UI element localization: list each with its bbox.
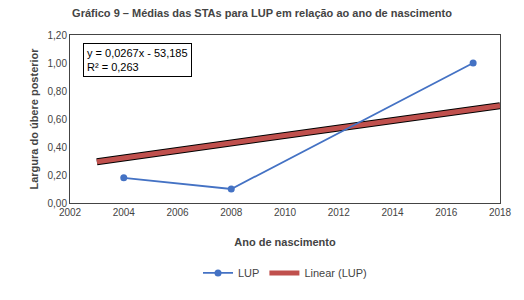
svg-text:0,00: 0,00 [48,198,68,209]
svg-text:2016: 2016 [435,207,458,218]
svg-text:2004: 2004 [113,207,136,218]
svg-text:2002: 2002 [59,207,82,218]
svg-text:2008: 2008 [220,207,243,218]
svg-text:0,80: 0,80 [48,86,68,97]
svg-text:2014: 2014 [381,207,404,218]
svg-text:2010: 2010 [274,207,297,218]
svg-text:1,00: 1,00 [48,58,68,69]
svg-text:LUP: LUP [238,267,259,279]
svg-text:Largura do úbere posterior: Largura do úbere posterior [28,48,40,190]
svg-text:Gráfico 9 – Médias das STAs pa: Gráfico 9 – Médias das STAs para LUP em … [72,7,452,19]
svg-text:2006: 2006 [166,207,189,218]
svg-text:0,20: 0,20 [48,170,68,181]
svg-text:0,40: 0,40 [48,142,68,153]
svg-text:2012: 2012 [328,207,351,218]
svg-text:y = 0,0267x - 53,185R² = 0,263: y = 0,0267x - 53,185R² = 0,263 [87,47,188,73]
svg-text:1,20: 1,20 [48,30,68,41]
svg-text:Ano de nascimento: Ano de nascimento [234,236,336,248]
svg-text:2018: 2018 [489,207,512,218]
svg-text:Linear (LUP): Linear (LUP) [304,267,366,279]
svg-text:0,60: 0,60 [48,114,68,125]
